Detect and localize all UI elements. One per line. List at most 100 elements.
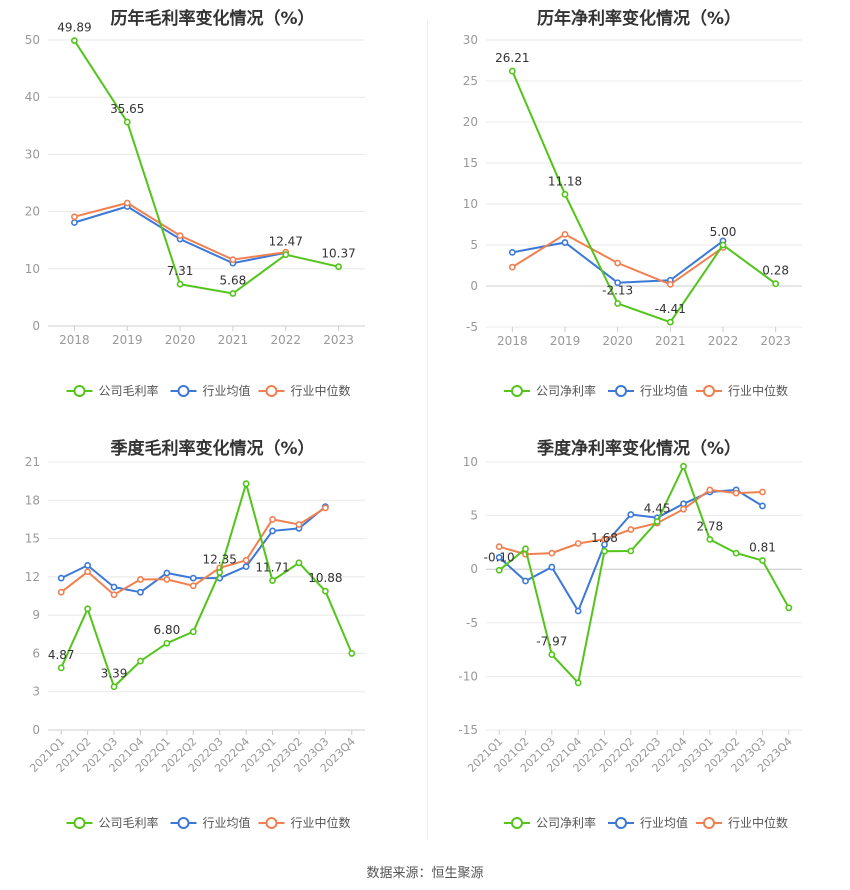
y-tick-label: -10 bbox=[458, 669, 478, 683]
data-point bbox=[123, 199, 131, 207]
legend-label: 公司净利率 bbox=[536, 815, 596, 830]
data-point bbox=[614, 300, 622, 307]
data-point bbox=[548, 563, 556, 571]
data-point bbox=[176, 232, 184, 240]
data-point bbox=[561, 190, 569, 198]
y-tick-label: 5 bbox=[470, 238, 478, 252]
data-point bbox=[71, 37, 78, 45]
data-point bbox=[269, 577, 276, 584]
y-tick-label: 0 bbox=[32, 319, 40, 333]
data-point bbox=[574, 679, 582, 687]
y-tick-label: 20 bbox=[463, 115, 478, 129]
data-label: 3.39 bbox=[101, 667, 128, 681]
data-point bbox=[189, 582, 197, 590]
data-point bbox=[719, 241, 727, 249]
data-point bbox=[759, 502, 766, 510]
data-point bbox=[110, 591, 118, 599]
data-point bbox=[229, 290, 237, 297]
y-tick-label: 5 bbox=[470, 509, 478, 523]
data-point bbox=[495, 554, 503, 561]
data-label: 2.78 bbox=[696, 519, 723, 533]
y-tick-label: 3 bbox=[32, 685, 40, 699]
data-point bbox=[84, 568, 92, 576]
data-label: 5.68 bbox=[220, 274, 247, 288]
data-point bbox=[57, 574, 65, 582]
data-point bbox=[732, 549, 740, 557]
chart-svg: 0 10 20 30 40 50 2018 2019 2020 2021 2022 2023 49.89… bbox=[25, 21, 365, 398]
x-tick-label: 2019 bbox=[112, 333, 143, 347]
x-tick-label: 2022 bbox=[708, 334, 739, 348]
data-point bbox=[269, 527, 276, 535]
data-point bbox=[706, 486, 714, 494]
data-point bbox=[163, 639, 171, 647]
data-point bbox=[137, 576, 144, 583]
data-point bbox=[176, 280, 184, 288]
data-label: 6.80 bbox=[154, 623, 181, 637]
data-point bbox=[666, 318, 674, 326]
data-point bbox=[110, 583, 118, 591]
y-tick-label: 6 bbox=[32, 646, 40, 660]
data-point bbox=[522, 545, 529, 553]
data-point bbox=[163, 569, 171, 577]
chart-title: 历年毛利率变化情况（%） bbox=[110, 9, 315, 29]
legend-swatch-marker bbox=[177, 385, 190, 397]
y-tick-label: 10 bbox=[25, 262, 40, 276]
data-label: 5.00 bbox=[710, 225, 737, 239]
y-tick-label: 0 bbox=[32, 723, 40, 737]
data-point bbox=[680, 462, 687, 470]
data-point bbox=[680, 505, 687, 513]
data-point bbox=[495, 566, 503, 574]
y-tick-label: 20 bbox=[25, 205, 40, 219]
y-tick-label: 9 bbox=[32, 608, 40, 622]
chart-title: 季度净利率变化情况（%） bbox=[536, 439, 742, 459]
data-point bbox=[295, 521, 303, 528]
y-tick-label: 21 bbox=[25, 455, 40, 469]
chart-quarterly-net-margin: 季度净利率变化情况（%） -15 -10 -5 0 5 10 2021Q1 2021Q2 202… bbox=[428, 430, 850, 850]
legend-swatch-marker bbox=[73, 385, 86, 397]
y-tick-label: 25 bbox=[463, 74, 478, 88]
legend-swatch-marker bbox=[73, 817, 86, 829]
data-point bbox=[508, 263, 516, 271]
x-tick-label: 2020 bbox=[602, 334, 633, 348]
legend-swatch-marker bbox=[703, 385, 715, 397]
legend-swatch-marker bbox=[615, 817, 627, 829]
data-point bbox=[189, 574, 197, 582]
data-point bbox=[601, 535, 608, 543]
data-point bbox=[321, 504, 329, 512]
data-point bbox=[614, 279, 622, 287]
chart-title: 历年净利率变化情况（%） bbox=[536, 9, 742, 29]
data-label: -4.41 bbox=[655, 302, 686, 316]
data-point bbox=[57, 664, 65, 672]
legend-swatch-marker bbox=[615, 385, 627, 397]
chart-quarterly-gross-margin: 季度毛利率变化情况（%） 0 3 6 9 12 15 18 21 2021Q1 2021Q2 202… bbox=[0, 430, 425, 850]
data-point bbox=[137, 588, 144, 596]
chart-svg: -5 0 5 10 15 20 25 30 2018 2019 2020 2021 2022 2023 26… bbox=[463, 33, 802, 398]
data-label: 35.65 bbox=[110, 102, 144, 116]
legend-swatch-marker bbox=[703, 817, 715, 829]
legend-swatch-marker bbox=[177, 817, 190, 829]
legend-label: 行业中位数 bbox=[728, 383, 788, 398]
series-line bbox=[511, 70, 777, 324]
data-label: 1.68 bbox=[591, 531, 618, 545]
data-point bbox=[57, 588, 65, 596]
x-tick-label: 2021 bbox=[218, 333, 249, 347]
data-point bbox=[601, 547, 608, 555]
data-label: 49.89 bbox=[57, 21, 91, 35]
data-point bbox=[110, 683, 118, 691]
data-label: 26.21 bbox=[495, 51, 529, 65]
panel-divider bbox=[427, 20, 428, 840]
chart-svg: -15-10-505102021Q12021Q22021Q32021Q42022… bbox=[458, 455, 802, 830]
y-tick-label: -5 bbox=[466, 616, 478, 630]
y-tick-label: 10 bbox=[463, 455, 478, 469]
data-point bbox=[335, 263, 342, 271]
data-point bbox=[71, 213, 78, 221]
data-point bbox=[295, 559, 303, 567]
data-point bbox=[706, 535, 714, 543]
data-label: -0.10 bbox=[484, 550, 515, 564]
data-label: 10.88 bbox=[308, 571, 342, 585]
data-point bbox=[785, 604, 793, 612]
x-tick-label: 2018 bbox=[497, 334, 528, 348]
data-point bbox=[627, 547, 635, 555]
data-point bbox=[508, 67, 516, 75]
legend-label: 公司净利率 bbox=[536, 383, 596, 398]
